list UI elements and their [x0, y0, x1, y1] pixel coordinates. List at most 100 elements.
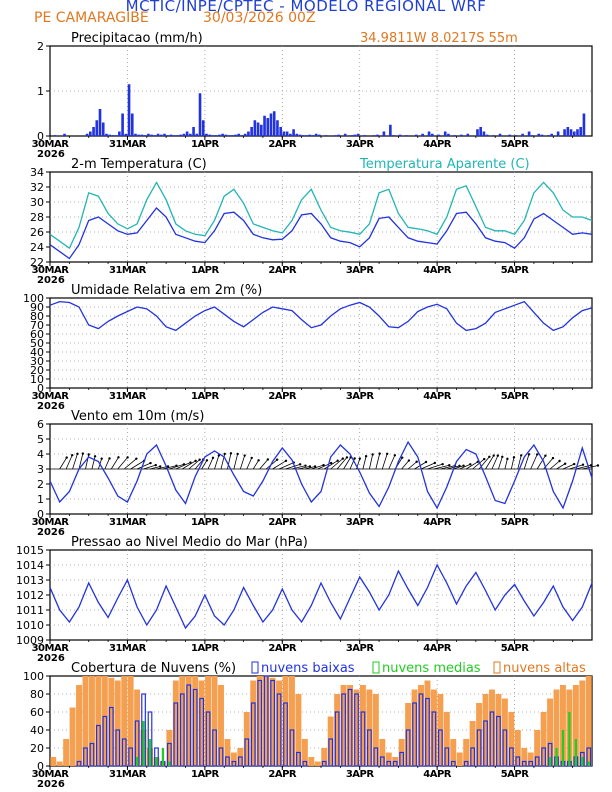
- humidity-title: Umidade Relativa em 2m (%): [71, 283, 262, 298]
- precip-bar: [582, 113, 586, 136]
- cloud-bar: [386, 760, 392, 767]
- clouds-title: Cobertura de Nuvens (%): [71, 661, 236, 676]
- wind-vector: [407, 461, 417, 470]
- cloud-bar: [212, 729, 217, 767]
- temperature-series-line: [49, 207, 593, 260]
- wind-vector: [214, 455, 220, 470]
- cloud-bar: [218, 747, 224, 767]
- wind-vector-head: [126, 456, 129, 459]
- precip-ytick-label: 0: [37, 130, 44, 143]
- run-date: 30/03/2026 00Z: [203, 10, 316, 26]
- temperature-xtick-label: 3APR: [346, 265, 375, 276]
- temperature-title: 2-m Temperatura (C): [71, 157, 207, 172]
- wind-vector-head: [108, 457, 111, 460]
- precip-bar: [276, 120, 279, 136]
- wind-vector-head: [250, 456, 253, 460]
- cloud-bar: [211, 676, 218, 766]
- precip-bar: [498, 133, 502, 136]
- cloud-bar: [334, 711, 340, 767]
- wind-vector: [162, 465, 177, 470]
- wind-xtick-label: 5APR: [501, 517, 530, 528]
- cloud-bar: [88, 676, 95, 766]
- humidity-xtick-label: 3APR: [346, 391, 375, 402]
- precip-bar: [253, 120, 257, 136]
- cloud-bar: [231, 760, 237, 767]
- wind-vector-head: [551, 456, 555, 460]
- wind-xtick-label: 3APR: [346, 517, 375, 528]
- cloud-bar: [121, 676, 128, 766]
- cloud-bar: [353, 689, 360, 766]
- wind-vector: [259, 459, 269, 470]
- clouds-xtick-label: 30MAR: [32, 769, 70, 780]
- wind-vector-head: [76, 452, 79, 456]
- precip-bar: [295, 133, 299, 136]
- wind-vector: [72, 453, 78, 470]
- humidity-xtick-label: 30MAR: [32, 391, 70, 402]
- precip-bar: [392, 135, 395, 136]
- humidity-ytick-label: 100: [23, 292, 44, 305]
- wind-vector: [427, 463, 443, 470]
- cloud-bar: [514, 730, 521, 766]
- cloud-bar: [450, 760, 456, 767]
- precip-bar: [421, 133, 424, 136]
- precip-bar: [540, 134, 544, 136]
- wind-vector: [285, 463, 301, 470]
- humidity-ytick-label: 70: [30, 319, 44, 332]
- wind-vector: [562, 463, 575, 470]
- precip-bar: [482, 131, 486, 136]
- wind-ytick-label: 4: [37, 448, 44, 461]
- wind-vector-head: [149, 461, 152, 465]
- cloud-bar: [179, 676, 186, 766]
- cloud-bar: [192, 688, 198, 767]
- cloud-bar: [443, 712, 450, 766]
- precip-bar: [159, 134, 163, 136]
- wind-vector-head: [159, 465, 162, 468]
- precip-bar: [195, 133, 199, 136]
- cloud-bar: [89, 742, 95, 767]
- precip-bar: [118, 131, 121, 136]
- wind-ytick-label: 6: [37, 418, 44, 431]
- pressure-xtick-label: 2APR: [268, 643, 297, 654]
- cloud-bar: [82, 676, 89, 766]
- clouds-ytick-label: 0: [37, 760, 44, 773]
- cloud-bar: [340, 685, 347, 766]
- pressure-ytick-label: 1012: [16, 589, 44, 602]
- cloud-bar: [95, 676, 102, 766]
- wind-vector: [536, 455, 546, 470]
- cloud-bar: [121, 738, 127, 767]
- precip-bar: [85, 133, 89, 136]
- wind-vector-head: [589, 464, 593, 467]
- temperature-xtick-label: 1APR: [191, 265, 220, 276]
- precip-bar: [243, 133, 247, 136]
- precip-year-label: 2026: [37, 149, 65, 160]
- cloud-bar: [572, 685, 579, 766]
- cloud-bar: [218, 685, 224, 766]
- precip-bar: [108, 134, 111, 136]
- wind-vector-head: [536, 453, 539, 456]
- wind-vector-head: [341, 457, 345, 460]
- wind-vector: [582, 465, 599, 470]
- wind-vector: [233, 453, 239, 470]
- wind-vector-head: [87, 453, 90, 456]
- wind-vector-head: [424, 460, 428, 464]
- temperature-ytick-label: 26: [30, 226, 44, 239]
- pressure-year-label: 2026: [37, 653, 65, 664]
- precip-xtick-label: 1APR: [191, 139, 220, 150]
- cloud-bar: [496, 715, 501, 767]
- cloud-bar: [521, 748, 528, 766]
- cloud-bar: [366, 689, 373, 766]
- precip-bar: [443, 131, 447, 136]
- wind-title: Vento em 10m (m/s): [71, 409, 204, 424]
- precip-bar: [211, 135, 215, 136]
- precip-bar: [263, 115, 266, 136]
- wind-vector: [433, 464, 450, 470]
- cloud-bar: [341, 693, 346, 767]
- cloud-bar: [263, 676, 270, 766]
- wind-vector: [91, 456, 96, 470]
- cloud-bar: [301, 739, 308, 766]
- cloud-bar: [269, 677, 276, 766]
- cloud-bar: [205, 676, 212, 766]
- wind-vector-head: [135, 457, 138, 460]
- precip-bar: [114, 135, 118, 136]
- cloud-bar: [108, 677, 115, 766]
